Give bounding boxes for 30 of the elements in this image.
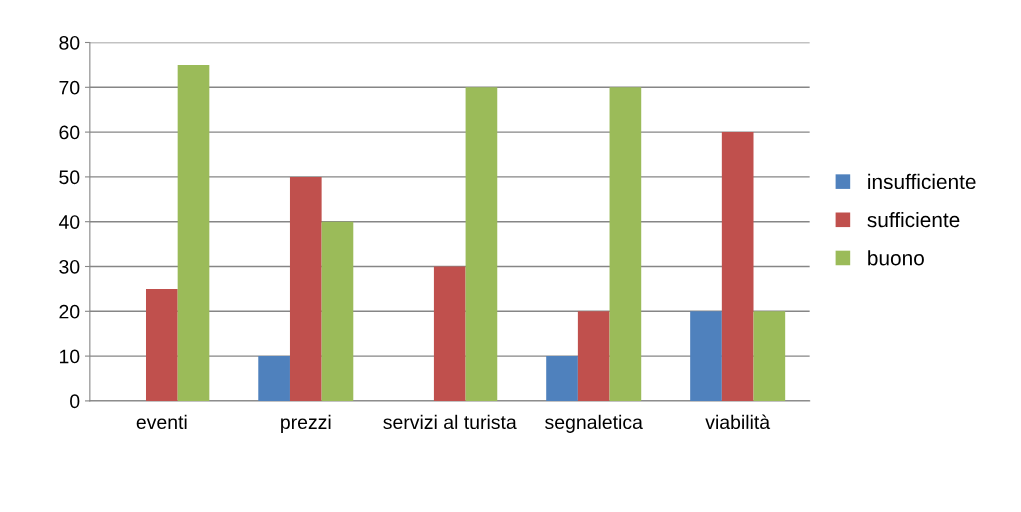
y-tick-label: 70 xyxy=(59,80,80,95)
legend-label: insufficiente xyxy=(868,173,976,190)
y-tick-label: 20 xyxy=(59,304,80,319)
x-tick-label: servizi al turista xyxy=(383,414,517,430)
legend-label: sufficiente xyxy=(867,211,960,228)
bar xyxy=(721,132,754,401)
y-tick-label: 60 xyxy=(59,125,80,140)
y-tick-label: 40 xyxy=(58,215,80,229)
y-tick-label: 10 xyxy=(59,349,80,364)
bar xyxy=(258,356,290,401)
bar xyxy=(690,311,722,401)
bar xyxy=(177,64,210,401)
x-tick-label: prezzi xyxy=(281,414,331,433)
legend-label: buono xyxy=(868,250,924,266)
bar xyxy=(321,221,354,401)
bar xyxy=(609,87,642,401)
bar xyxy=(289,176,322,401)
y-tick-label: 30 xyxy=(59,259,80,274)
bar xyxy=(465,87,498,401)
x-tick-label: segnaletica xyxy=(545,414,643,433)
bar xyxy=(577,311,610,401)
bar xyxy=(753,311,786,401)
y-tick-label: 80 xyxy=(59,35,80,50)
x-tick-label: eventi xyxy=(136,414,187,430)
bar xyxy=(546,356,578,401)
x-tick-label: viabilità xyxy=(705,414,771,430)
bar xyxy=(145,288,178,401)
bar xyxy=(433,266,466,401)
y-tick-label: 50 xyxy=(59,170,80,185)
y-tick-label: 0 xyxy=(70,394,80,409)
